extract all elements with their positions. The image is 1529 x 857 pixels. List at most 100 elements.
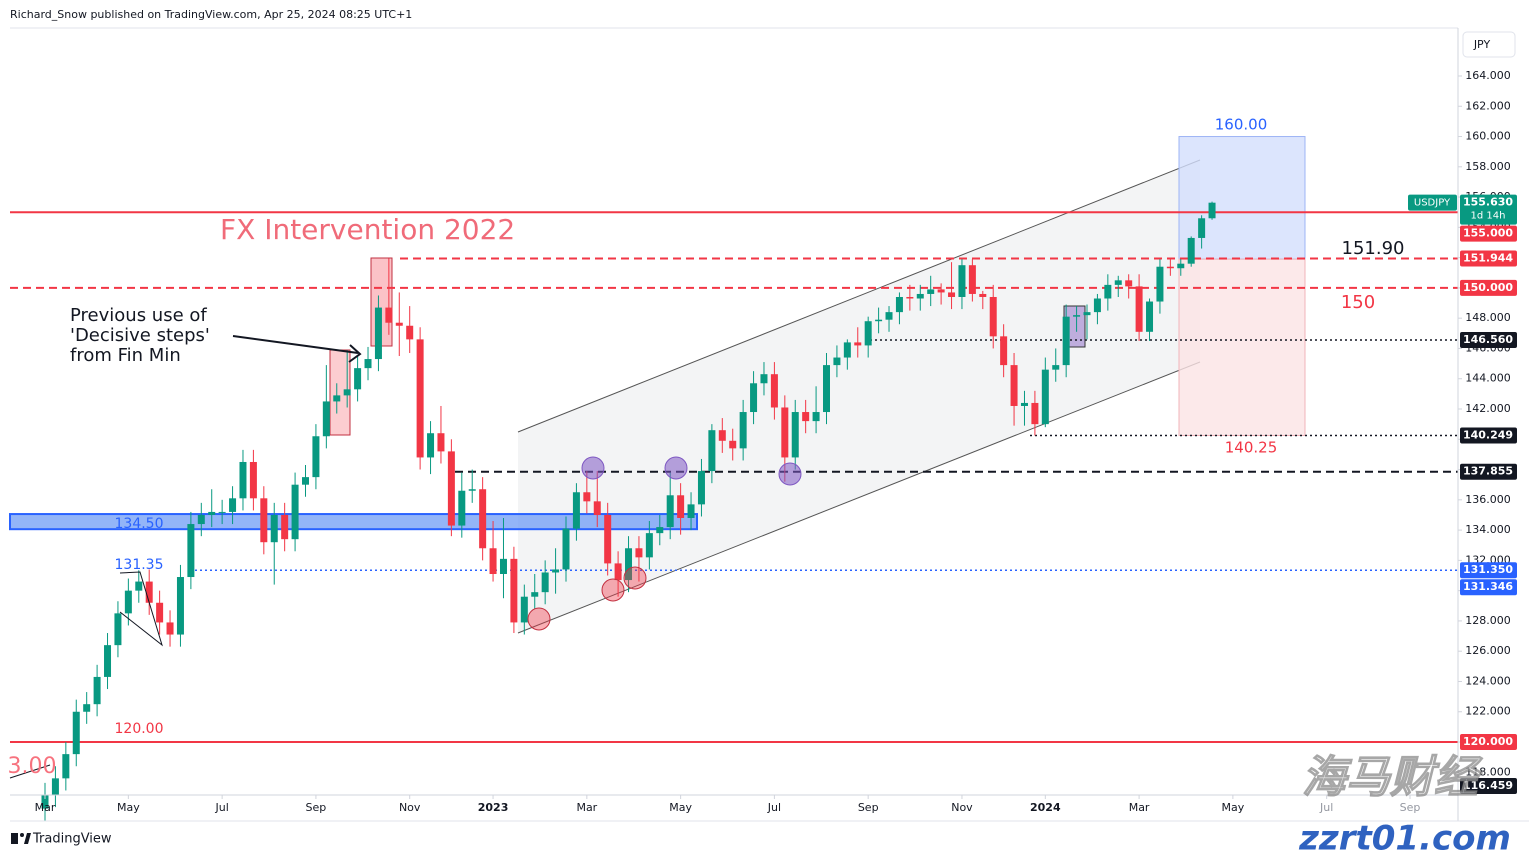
channel-upper <box>517 159 1201 433</box>
candle-body <box>833 357 841 366</box>
candle-body <box>1208 202 1216 219</box>
candle-body <box>197 514 205 525</box>
currency-box[interactable] <box>1462 31 1516 58</box>
candle-body <box>291 484 299 540</box>
candle-body <box>385 307 393 323</box>
candle-body <box>656 527 664 534</box>
candle-body <box>948 292 956 297</box>
annotation: 140.25 <box>1225 439 1278 457</box>
y-tick-label: 122.000 <box>1465 705 1511 718</box>
candle-body <box>614 563 622 581</box>
candle-body <box>916 293 924 299</box>
candle-body <box>760 374 768 384</box>
channel-fill <box>518 160 1200 633</box>
candle-body <box>802 412 810 422</box>
y-tick-label: 158.000 <box>1465 160 1511 173</box>
candle-body <box>83 704 91 712</box>
annotation-arrowhead <box>348 344 362 363</box>
candle-body <box>864 321 872 346</box>
annotation: 'Decisive steps' <box>70 325 210 346</box>
candle-body <box>583 492 591 502</box>
candle-body <box>552 569 560 573</box>
price-tag-label: 155.630 <box>1463 196 1513 209</box>
candle-body <box>843 342 851 358</box>
candle-body <box>1166 266 1174 269</box>
pattern-line <box>9 764 51 779</box>
channel-lower <box>517 361 1201 634</box>
candle-body <box>406 325 414 340</box>
candle-body <box>687 504 695 518</box>
y-tick-label: 144.000 <box>1465 372 1511 385</box>
candle-body <box>302 477 309 485</box>
marker-circle <box>601 578 625 602</box>
candle-body <box>1135 286 1143 332</box>
annotation-arrow <box>232 335 359 354</box>
candle-body <box>1125 280 1133 287</box>
candle-body <box>145 581 153 603</box>
candle-body <box>62 754 70 779</box>
candle-body <box>354 368 362 390</box>
candle-body <box>812 412 820 422</box>
candle-body <box>927 289 935 294</box>
candle-body <box>1041 369 1049 425</box>
candle-body <box>937 289 945 293</box>
candle-body <box>510 558 518 623</box>
price-tag-label: 155.000 <box>1463 227 1513 240</box>
zone <box>1178 258 1306 436</box>
candle-body <box>875 319 883 322</box>
candle-body <box>176 577 184 635</box>
marker-circle <box>527 607 551 631</box>
marker-circle <box>664 456 688 480</box>
price-tag-label: 131.350 <box>1463 563 1513 576</box>
annotation: FX Intervention 2022 <box>220 213 515 246</box>
candle-body <box>1062 316 1070 366</box>
x-tick-label: May <box>669 801 692 814</box>
price-tag-label: 137.855 <box>1463 465 1513 478</box>
price-tag-label: 151.944 <box>1463 251 1513 264</box>
candle-body <box>41 795 49 809</box>
candle-body <box>374 307 382 360</box>
x-tick-label: Mar <box>576 801 597 814</box>
candle-body <box>823 365 830 413</box>
candle-body <box>520 596 528 623</box>
candle-body <box>416 339 424 458</box>
footer-logo: TradingView <box>32 832 112 847</box>
x-tick-label: Jul <box>767 801 781 814</box>
candle-body <box>1052 365 1060 370</box>
countdown: 1d 14h <box>1471 211 1506 222</box>
candle-body <box>218 511 226 513</box>
x-tick-label: Mar <box>1129 801 1150 814</box>
candle-body <box>895 296 903 313</box>
candle-body <box>187 524 195 578</box>
watermark: 海马财经 <box>1302 752 1483 803</box>
candle-body <box>770 374 778 408</box>
logo-mark <box>20 833 24 837</box>
candle-body <box>1020 402 1028 406</box>
candle-body <box>1083 312 1091 316</box>
price-tag <box>1460 579 1517 596</box>
x-tick-label: Nov <box>399 801 421 814</box>
price-tag-label: 150.000 <box>1463 281 1513 294</box>
y-tick-label: 136.000 <box>1465 493 1511 506</box>
annotation: 150 <box>1341 292 1375 313</box>
candle-body <box>458 490 466 526</box>
candle-body <box>739 412 747 449</box>
price-tag-label: 116.459 <box>1463 779 1513 792</box>
x-tick-label: 2023 <box>478 801 509 814</box>
candle-body <box>531 592 539 597</box>
candle-body <box>322 401 330 437</box>
y-tick-label: 134.000 <box>1465 523 1511 536</box>
y-tick-label: 128.000 <box>1465 614 1511 627</box>
candle-body <box>635 548 643 558</box>
candle-body <box>885 312 893 320</box>
candle-body <box>708 430 716 472</box>
candle-body <box>1114 280 1122 285</box>
candle-body <box>645 533 653 558</box>
candle-body <box>593 501 601 515</box>
x-tick-label: Nov <box>951 801 973 814</box>
x-tick-label: Sep <box>1400 801 1421 814</box>
candle-body <box>447 451 455 526</box>
candle-body <box>697 471 705 505</box>
candle-body <box>312 436 320 478</box>
